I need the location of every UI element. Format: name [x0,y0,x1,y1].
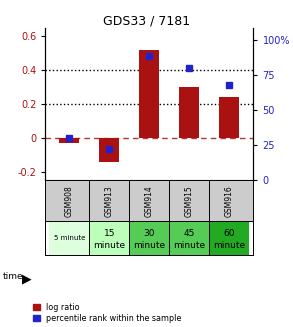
Bar [89,221,130,255]
Text: GDS33 / 7181: GDS33 / 7181 [103,15,190,28]
Text: minute: minute [93,241,125,250]
Bar [59,138,79,143]
Bar [219,97,239,138]
Bar [130,221,169,255]
Text: minute: minute [213,241,246,250]
Text: ▶: ▶ [22,272,32,285]
Text: 30: 30 [144,229,155,237]
Bar [179,87,200,138]
Text: 45: 45 [184,229,195,237]
Text: time: time [3,272,23,281]
Bar [209,221,249,255]
Bar [50,221,89,255]
Text: GSM916: GSM916 [225,185,234,217]
Text: GSM908: GSM908 [65,185,74,217]
Bar [169,221,209,255]
Text: 5 minute: 5 minute [54,235,85,241]
Text: GSM914: GSM914 [145,185,154,217]
Text: 60: 60 [224,229,235,237]
Text: GSM913: GSM913 [105,185,114,217]
Text: minute: minute [133,241,166,250]
Bar [99,138,120,162]
Text: minute: minute [173,241,205,250]
Bar [139,50,159,138]
Text: 15: 15 [104,229,115,237]
Text: GSM915: GSM915 [185,185,194,217]
Legend: log ratio, percentile rank within the sample: log ratio, percentile rank within the sa… [33,302,182,323]
